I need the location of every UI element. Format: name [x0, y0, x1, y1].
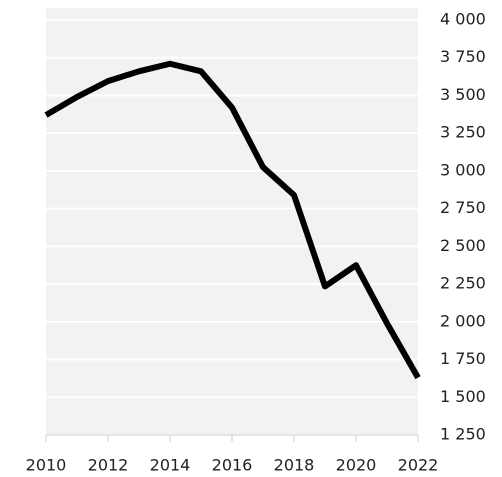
x-tick-label: 2012 — [88, 456, 129, 475]
plot-background — [46, 8, 418, 435]
x-tick-label: 2010 — [26, 456, 67, 475]
y-tick-label: 1 500 — [440, 387, 486, 406]
x-tick-label: 2022 — [398, 456, 439, 475]
y-tick-label: 1 750 — [440, 349, 486, 368]
x-tick-label: 2018 — [274, 456, 315, 475]
y-tick-label: 3 500 — [440, 85, 486, 104]
y-tick-label: 2 500 — [440, 236, 486, 255]
x-tick-label: 2020 — [336, 456, 377, 475]
data-line — [44, 60, 421, 380]
y-tick-label: 2 750 — [440, 198, 486, 217]
y-tick-label: 3 250 — [440, 123, 486, 142]
y-tick-label: 1 250 — [440, 425, 486, 444]
y-tick-label: 2 000 — [440, 311, 486, 330]
y-tick-label: 3 000 — [440, 160, 486, 179]
x-tick-label: 2016 — [212, 456, 253, 475]
y-tick-label: 4 000 — [440, 10, 486, 29]
x-tick-label: 2014 — [150, 456, 191, 475]
y-tick-label: 2 250 — [440, 274, 486, 293]
y-tick-label: 3 750 — [440, 47, 486, 66]
